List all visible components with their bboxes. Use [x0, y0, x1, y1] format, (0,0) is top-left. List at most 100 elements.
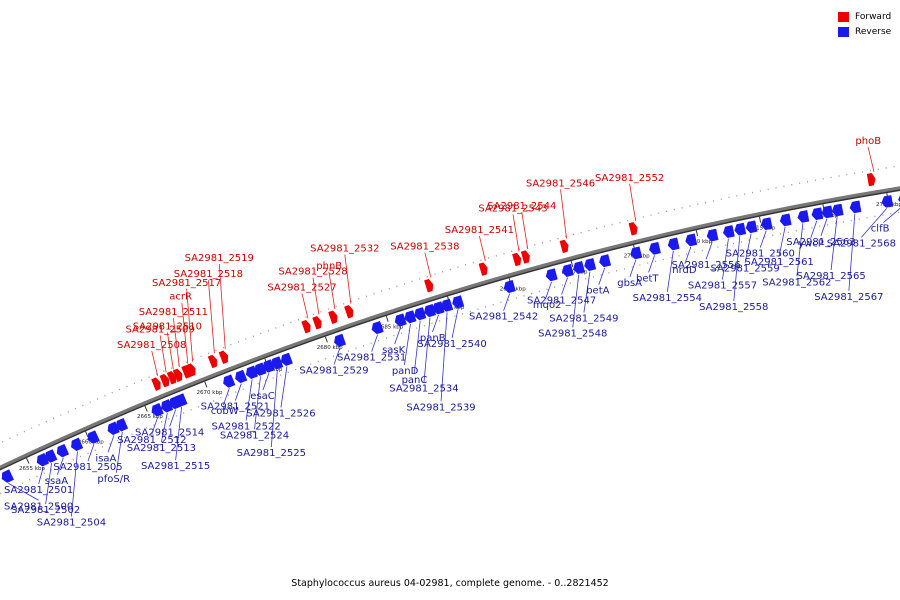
reverse-gene-arrow — [235, 369, 248, 384]
gene-label: SA2981_2511 — [139, 307, 208, 318]
gene-label: SA2981_2532 — [310, 244, 379, 255]
forward-gene-arrow — [207, 354, 218, 369]
track-decoration — [0, 164, 900, 495]
legend: Forward Reverse — [838, 9, 891, 39]
scale-tick — [204, 381, 208, 388]
scale-tick-label: 2700 kbp — [562, 270, 588, 276]
scale-tick-label: 2685 kbp — [377, 324, 403, 330]
gene-label: SA2981_2543 — [478, 203, 547, 214]
reverse-gene-arrow — [371, 320, 384, 335]
label-leader-line — [861, 208, 888, 238]
gene-label: SA2981_2525 — [237, 448, 306, 459]
forward-gene-arrow — [478, 262, 488, 276]
label-leader-line — [280, 366, 288, 408]
gene-label: SA2981_2521 — [201, 402, 270, 413]
reverse-gene-arrow — [394, 313, 407, 327]
gene-label: SA2981_2542 — [469, 312, 538, 323]
scale-tick — [324, 336, 328, 343]
forward-swatch — [838, 11, 849, 22]
gene-label: ssaA — [45, 476, 69, 487]
label-leader-line — [432, 314, 439, 333]
reverse-gene-arrow — [831, 203, 844, 217]
gene-label: SA2981_2560 — [726, 249, 795, 260]
label-leader-line — [820, 218, 828, 236]
reverse-gene-arrow — [107, 421, 120, 436]
gene-label: SA2981_2556 — [671, 260, 740, 271]
label-leader-line — [648, 255, 655, 273]
label-leader-line — [169, 409, 177, 427]
gene-label: SA2981_2524 — [220, 430, 289, 441]
gene-label: gbsA — [617, 278, 642, 289]
gene-label: mqo2 — [533, 300, 562, 311]
label-leader-line — [333, 347, 341, 365]
reverse-gene-arrow — [424, 303, 437, 318]
gene-label: panD — [392, 366, 419, 377]
scale-tick-label: 2715 kbp — [749, 225, 775, 231]
label-leader-line — [759, 230, 767, 248]
gene-label: SA2981_2528 — [278, 267, 347, 278]
scale-tick — [144, 405, 148, 412]
gene-label: SA2981_2515 — [141, 461, 210, 472]
label-leader-line — [810, 220, 818, 238]
gene-label: SA2981_2540 — [417, 339, 486, 350]
forward-gene-arrow — [218, 350, 229, 365]
reverse-gene-arrow — [71, 437, 84, 452]
gene-label: SA2981_2504 — [37, 517, 106, 528]
forward-gene-arrow — [344, 305, 354, 319]
reverse-gene-arrow — [1, 469, 15, 483]
reverse-gene-arrow — [760, 217, 773, 231]
scale-tick — [695, 230, 699, 237]
forward-gene-arrow — [559, 239, 569, 254]
label-leader-line — [45, 463, 52, 505]
label-leader-line — [234, 383, 242, 401]
gene-label: SA2981_2547 — [527, 295, 596, 306]
gene-features — [1, 173, 900, 483]
label-leader-line — [583, 271, 591, 313]
label-leader-line — [545, 281, 552, 299]
forward-gene-arrow — [328, 310, 338, 325]
gene-label: SA2981_2501 — [4, 485, 73, 496]
label-leader-line — [423, 317, 431, 383]
gene-label: SA2981_2509 — [125, 324, 194, 335]
gene-label: SA2981_2546 — [526, 178, 595, 189]
gene-label: SA2981_2505 — [53, 462, 122, 473]
gene-label: clfB — [871, 224, 890, 235]
forward-gene-arrow — [312, 316, 322, 330]
scale-tick — [570, 260, 574, 267]
reverse-gene-arrow — [573, 260, 586, 274]
gene-label: pfoS/R — [97, 474, 130, 485]
label-leader-line — [560, 189, 567, 239]
label-leader-line — [301, 293, 309, 319]
label-leader-line — [87, 444, 95, 462]
reverse-gene-arrow — [503, 279, 516, 294]
gene-label: SA2981_2518 — [174, 269, 243, 280]
reverse-gene-arrow — [599, 254, 612, 268]
label-leader-line — [175, 407, 183, 461]
label-leader-line — [796, 223, 804, 277]
reverse-gene-arrow — [151, 402, 164, 417]
scale-tick — [26, 457, 30, 464]
label-leader-line — [207, 280, 215, 354]
forward-gene-arrow — [301, 319, 311, 334]
gene-label: SA2981_2562 — [762, 277, 831, 288]
forward-gene-arrow — [159, 374, 170, 388]
gene-label: SA2981_2527 — [267, 282, 336, 293]
label-leader-line — [424, 252, 432, 278]
forward-gene-arrow — [166, 371, 177, 385]
reverse-gene-arrow — [271, 356, 284, 370]
gene-label: isaA — [95, 453, 116, 464]
forward-gene-arrow — [172, 368, 183, 383]
reverse-gene-arrow — [797, 210, 810, 223]
gene-label: SA2981_2552 — [595, 173, 664, 184]
reverse-track-guide — [0, 211, 900, 495]
forward-gene-arrow — [512, 252, 522, 267]
gene-label: SA2981_2519 — [185, 253, 254, 264]
label-leaders — [8, 146, 900, 517]
label-leader-line — [404, 323, 411, 365]
label-leader-line — [159, 335, 167, 373]
gene-label: panC — [402, 375, 428, 386]
label-leader-line — [166, 332, 174, 370]
